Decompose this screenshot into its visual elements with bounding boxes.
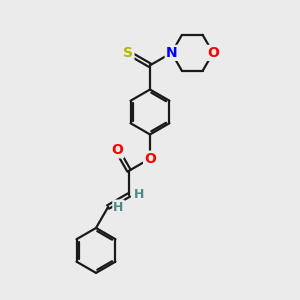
Text: N: N [166,46,177,60]
Text: O: O [144,152,156,166]
Text: O: O [111,143,123,158]
Text: O: O [207,46,219,60]
Text: H: H [134,188,145,201]
Text: S: S [124,46,134,60]
Text: H: H [113,200,124,214]
